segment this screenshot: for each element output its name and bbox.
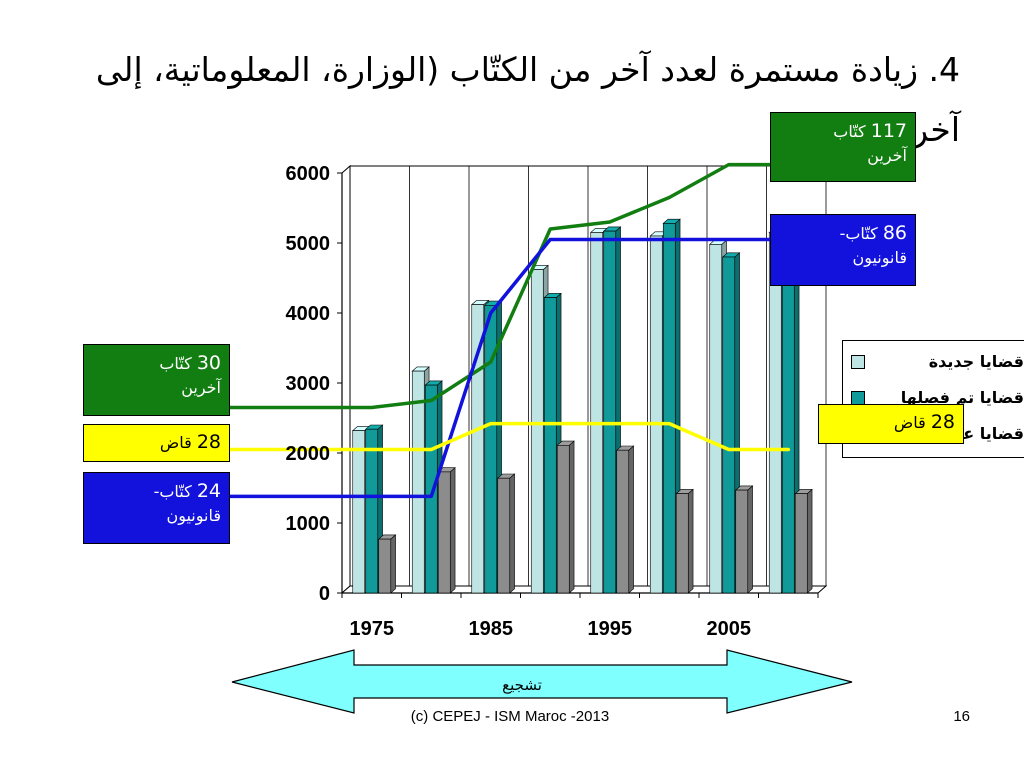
callout-text: كتّاب- xyxy=(839,224,878,243)
arrow-label: تشجيع xyxy=(502,676,542,694)
bar-side xyxy=(449,467,456,594)
bar-front xyxy=(471,304,485,594)
bar-front xyxy=(365,428,379,594)
legend-item: قضايا جديدة xyxy=(849,349,1024,375)
bar-side xyxy=(390,534,396,594)
bar-front xyxy=(497,477,511,594)
bar-front xyxy=(722,256,736,594)
bar xyxy=(496,473,516,594)
bar-side xyxy=(747,485,753,594)
bar-front xyxy=(352,430,366,594)
bar-series-group xyxy=(351,218,813,594)
y-tick-label: 5000 xyxy=(286,233,331,255)
callout-other-clerks-end: 117 كتّاب آخرين xyxy=(770,112,916,182)
y-tick-label: 2000 xyxy=(286,443,331,465)
bar-side xyxy=(628,445,634,594)
bar-front xyxy=(411,370,425,594)
callout-number: 86 xyxy=(882,222,907,244)
bar-front xyxy=(603,230,617,594)
callout-text: كتّاب- xyxy=(153,482,192,501)
bar-front xyxy=(590,232,604,594)
callout-legal-clerks-start: 24 كتّاب- قانونيون xyxy=(83,472,230,544)
bar-front xyxy=(768,232,782,594)
callout-text: قانونيون xyxy=(852,248,907,267)
callout-text: كتّاب xyxy=(833,122,866,141)
bar-front xyxy=(484,304,498,594)
callout-text: آخرين xyxy=(181,378,221,397)
bar xyxy=(794,488,813,594)
y-tick-label: 1000 xyxy=(286,513,331,535)
bar-front xyxy=(709,244,723,594)
encouragement-arrow: تشجيع xyxy=(231,649,853,714)
y-tick-label: 6000 xyxy=(286,163,331,185)
bar xyxy=(377,534,397,594)
bar xyxy=(675,488,694,594)
x-tick-label: 1985 xyxy=(469,618,514,640)
x-tick-label: 2005 xyxy=(707,618,752,640)
y-tick-label: 4000 xyxy=(286,303,331,325)
x-tick-label: 1995 xyxy=(588,618,633,640)
bar-front xyxy=(378,538,392,594)
bar xyxy=(437,467,456,594)
callout-text: كتّاب xyxy=(159,354,192,373)
bar-front xyxy=(616,449,630,594)
bar-front xyxy=(424,384,438,594)
plot-side-wall xyxy=(341,164,351,595)
legend-item: قضايا تم فصلها xyxy=(849,385,1024,411)
callout-text: قانونيون xyxy=(166,506,221,525)
bar-front xyxy=(530,269,544,594)
double-arrow-shape xyxy=(231,649,853,714)
bar-front xyxy=(781,244,795,594)
legend-label: قضايا تم فصلها xyxy=(900,388,1024,407)
bar xyxy=(615,445,635,594)
bar-side xyxy=(687,488,694,594)
callout-number: 117 xyxy=(870,120,907,142)
bar-front xyxy=(735,489,749,594)
bar-front xyxy=(794,493,808,594)
legend-swatch xyxy=(851,391,865,405)
callout-text: آخرين xyxy=(867,146,907,165)
overlay-line-green xyxy=(230,162,790,410)
callout-number: 28 xyxy=(196,431,221,453)
page-number: 16 xyxy=(953,708,970,725)
legend-swatch xyxy=(851,355,865,369)
bar-front xyxy=(556,444,570,594)
bar-side xyxy=(806,488,813,594)
bar-side xyxy=(509,473,515,594)
bar xyxy=(556,440,575,594)
callout-number: 28 xyxy=(930,411,955,433)
callout-number: 30 xyxy=(196,352,221,374)
x-tick-label: 1975 xyxy=(350,618,395,640)
bar-front xyxy=(662,223,676,594)
callout-other-clerks-start: 30 كتّاب آخرين xyxy=(83,344,230,416)
overlay-line-group xyxy=(230,162,790,499)
callout-text: قاض xyxy=(159,433,192,452)
bar-front xyxy=(675,493,689,594)
footer-copyright: (c) CEPEJ - ISM Maroc -2013 xyxy=(410,708,610,725)
callout-judges-end: 28 قاض xyxy=(818,404,964,444)
overlay-line-yellow xyxy=(230,421,790,452)
callout-number: 24 xyxy=(196,480,221,502)
bar-side xyxy=(568,440,575,594)
callout-judges-start: 28 قاض xyxy=(83,424,230,462)
callout-text: قاض xyxy=(893,413,926,432)
callout-legal-clerks-end: 86 كتّاب- قانونيون xyxy=(770,214,916,286)
y-tick-label: 3000 xyxy=(286,373,331,395)
overlay-line-blue xyxy=(230,237,790,499)
legend-label: قضايا جديدة xyxy=(928,352,1024,371)
bar-front xyxy=(543,297,557,594)
y-tick-label: 0 xyxy=(319,583,330,605)
bar-front xyxy=(649,235,663,594)
bar xyxy=(734,485,754,594)
bar-front xyxy=(437,471,451,594)
